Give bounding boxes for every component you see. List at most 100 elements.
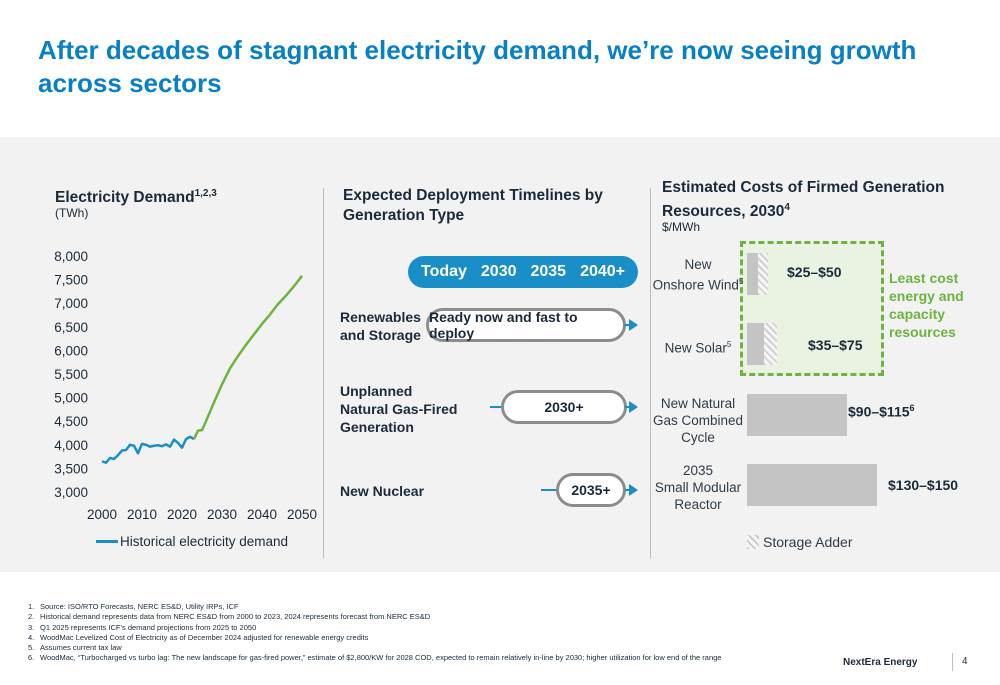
x-tick-label: 2000 [87, 507, 117, 522]
brand-separator [952, 653, 953, 671]
cost-label-wind: New Onshore Wind5 [650, 256, 746, 294]
timeline-pill-nuclear: 2035+ [556, 473, 626, 507]
value-text: $25–$50 [787, 264, 842, 280]
label-footnote: 5 [738, 277, 744, 286]
footnote: 2. Historical demand represents data from… [28, 612, 431, 622]
label-line: Small Modular [654, 480, 742, 495]
storage-adder-solar [764, 323, 777, 365]
cost-value-gas: $90–$1156 [848, 403, 915, 420]
demand-title: Electricity Demand1,2,3 [55, 184, 217, 208]
x-tick-label: 2030 [207, 507, 237, 522]
storage-adder-wind [758, 253, 768, 295]
x-tick-label: 2010 [127, 507, 157, 522]
legend-swatch [96, 540, 118, 543]
label-line: Gas Combined [652, 413, 744, 428]
timeline-header-2035: 2035 [530, 263, 567, 280]
storage-adder-legend: Storage Adder [747, 534, 853, 550]
y-tick-label: 3,500 [54, 461, 88, 476]
y-axis-ticks: 3,000 3,500 4,000 4,500 5,000 5,500 6,000 6,500… [54, 249, 88, 500]
cost-label-smr: 2035 Small Modular Reactor [650, 462, 746, 513]
section-divider [650, 188, 651, 558]
costs-title-line: Estimated Costs of Firmed Generation [662, 179, 945, 196]
label-line: Reactor [674, 497, 722, 512]
legend-label: Historical electricity demand [120, 534, 289, 549]
hatch-swatch [747, 535, 759, 549]
footnote: 5. Assumes current tax law [28, 643, 122, 653]
timeline-pill-renewables: Ready now and fast to deploy [426, 308, 626, 342]
label-line: Onshore Wind5 [650, 273, 746, 294]
timeline-row-label: New Nuclear [340, 482, 424, 500]
label-line: 2035 [682, 463, 714, 478]
timeline-pill-gas: 2030+ [501, 390, 627, 424]
cost-bar-solar [747, 323, 764, 365]
brand-name: NextEra Energy [843, 657, 918, 668]
label-line: energy and [889, 288, 964, 304]
y-tick-label: 4,000 [54, 438, 88, 453]
cost-label-solar: New Solar5 [650, 336, 746, 357]
timelines-title: Expected Deployment Timelines by Generat… [343, 187, 603, 224]
cost-value-smr: $130–$150 [888, 477, 958, 493]
label-line: New Natural [660, 396, 736, 411]
cost-value-wind: $25–$50 [787, 264, 842, 280]
label-text: New Solar [664, 340, 727, 356]
demand-line-chart: 3,000 3,500 4,000 4,500 5,000 5,500 6,000 6,500… [54, 249, 317, 522]
y-tick-label: 6,500 [54, 320, 88, 335]
label-line: and Storage [340, 327, 421, 343]
label-line: Generation [340, 419, 414, 435]
y-tick-label: 4,500 [54, 414, 88, 429]
arrow-line [624, 324, 630, 326]
footnote: 4. WoodMac Levelized Cost of Electricity … [28, 632, 369, 642]
arrow-line [490, 406, 502, 408]
y-tick-label: 8,000 [54, 249, 88, 264]
arrow-head-icon [629, 484, 638, 496]
costs-title: Estimated Costs of Firmed Generation Res… [662, 178, 962, 222]
footnotes: 1. Source: ISO/RTO Forecasts, NERC ES&D, … [28, 602, 848, 664]
y-tick-label: 7,500 [54, 273, 88, 288]
footnote: 3. Q1 2025 represents ICF’s demand projec… [28, 622, 257, 632]
timeline-row-label: Renewables and Storage [340, 308, 421, 344]
timeline-header: Today 2030 2035 2040+ [408, 256, 638, 288]
footnote: 1. Source: ISO/RTO Forecasts, NERC ES&D, … [28, 602, 239, 611]
label-line: Renewables [340, 309, 421, 325]
costs-subtitle: $/MWh [662, 220, 701, 234]
costs-title-text: Resources, 2030 [662, 203, 785, 221]
series-line-historical [101, 435, 195, 464]
section-divider [323, 188, 324, 558]
demand-legend: Historical electricity demand [96, 534, 288, 549]
page-title: After decades of stagnant electricity de… [38, 35, 917, 98]
least-cost-label: Least cost energy and capacity resources [889, 269, 964, 341]
arrow-head-icon [629, 401, 638, 413]
x-axis-ticks: 2000 2010 2020 2030 2040 2050 [87, 507, 317, 522]
arrow-head-icon [629, 319, 638, 331]
x-tick-label: 2040 [247, 507, 277, 522]
label-footnote: 5 [726, 340, 732, 349]
value-text: $130–$150 [888, 477, 959, 493]
y-tick-label: 5,500 [54, 367, 88, 382]
timeline-header-today: Today [420, 263, 467, 280]
cost-bar-smr [747, 464, 877, 506]
timeline-header-2040: 2040+ [580, 263, 625, 280]
label-line: New [684, 257, 712, 272]
label-line: Least cost [889, 270, 959, 286]
label-text: Onshore Wind [652, 277, 739, 293]
page-number: 4 [962, 656, 968, 667]
series-lines [101, 275, 303, 464]
label-line: Natural Gas-Fired [340, 401, 458, 417]
cost-value-solar: $35–$75 [808, 337, 863, 353]
x-tick-label: 2020 [167, 507, 197, 522]
label-line: resources [889, 324, 956, 340]
label-line: New Solar5 [650, 336, 746, 357]
x-tick-label: 2050 [287, 507, 317, 522]
y-tick-label: 3,000 [54, 485, 88, 500]
cost-bar-gas [747, 394, 847, 436]
demand-title-text: Electricity Demand [55, 189, 195, 207]
timeline-row-label: Unplanned Natural Gas-Fired Generation [340, 382, 457, 436]
demand-title-footnote: 1,2,3 [194, 188, 217, 199]
cost-bar-wind [747, 253, 758, 295]
value-text: $90–$115 [848, 403, 910, 420]
costs-title-footnote: 4 [784, 202, 790, 213]
cost-label-gas: New Natural Gas Combined Cycle [650, 395, 746, 446]
series-line-projected [192, 275, 303, 440]
y-tick-label: 5,000 [54, 391, 88, 406]
timeline-header-2030: 2030 [480, 263, 517, 280]
